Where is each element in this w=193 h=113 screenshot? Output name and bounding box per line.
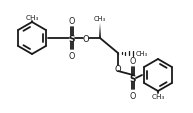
Text: O: O (69, 17, 75, 26)
Text: CH₃: CH₃ (25, 15, 39, 21)
Text: CH₃: CH₃ (151, 93, 165, 99)
Text: CH₃: CH₃ (94, 16, 106, 22)
Text: O: O (130, 56, 136, 65)
Text: O: O (69, 52, 75, 60)
Text: O: O (115, 64, 121, 73)
Text: CH₃: CH₃ (136, 51, 148, 56)
Text: O: O (83, 34, 89, 43)
Polygon shape (99, 24, 101, 39)
Text: O: O (130, 91, 136, 100)
Text: S: S (69, 34, 75, 43)
Text: S: S (130, 74, 136, 83)
